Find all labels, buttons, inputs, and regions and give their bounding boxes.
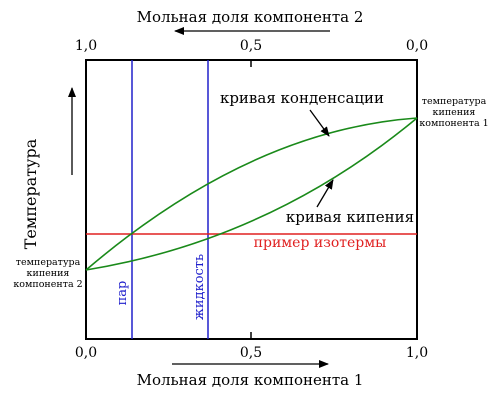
boiling-curve xyxy=(85,117,418,271)
left-boiling-point-line: компонента 2 xyxy=(13,279,82,290)
top-tick-label: 1,0 xyxy=(75,38,97,54)
left-boiling-point-line: температура xyxy=(16,257,81,268)
condensation-pointer-arrow xyxy=(309,109,330,137)
isotherm-label: пример изотермы xyxy=(254,235,387,251)
y-axis-title: Температура xyxy=(21,138,40,249)
boiling-curve-label: кривая кипения xyxy=(286,208,414,226)
vapor-label: пар xyxy=(115,281,130,306)
right-boiling-point-label: температура кипения компонента 1 xyxy=(419,96,488,129)
condensation-curve-label: кривая конденсации xyxy=(220,89,384,107)
bottom-tick-label: 0,5 xyxy=(240,345,262,361)
bottom-tick-label: 0,0 xyxy=(75,345,97,361)
top-tick-label: 0,5 xyxy=(240,38,262,54)
boiling-pointer-arrow xyxy=(316,179,334,208)
condensation-curve xyxy=(85,117,418,271)
bottom-axis-title: Мольная доля компонента 1 xyxy=(137,371,364,389)
left-boiling-point-label: температура кипения компонента 2 xyxy=(13,257,82,290)
right-boiling-point-line: компонента 1 xyxy=(419,118,488,129)
top-axis-title: Мольная доля компонента 2 xyxy=(137,8,364,26)
right-boiling-point-line: температура xyxy=(422,96,487,107)
right-boiling-point-line: кипения xyxy=(433,107,476,118)
left-boiling-point-line: кипения xyxy=(27,268,70,279)
bottom-tick-label: 1,0 xyxy=(406,345,428,361)
liquid-label: жидкость xyxy=(192,254,207,320)
top-tick-label: 0,0 xyxy=(406,38,428,54)
